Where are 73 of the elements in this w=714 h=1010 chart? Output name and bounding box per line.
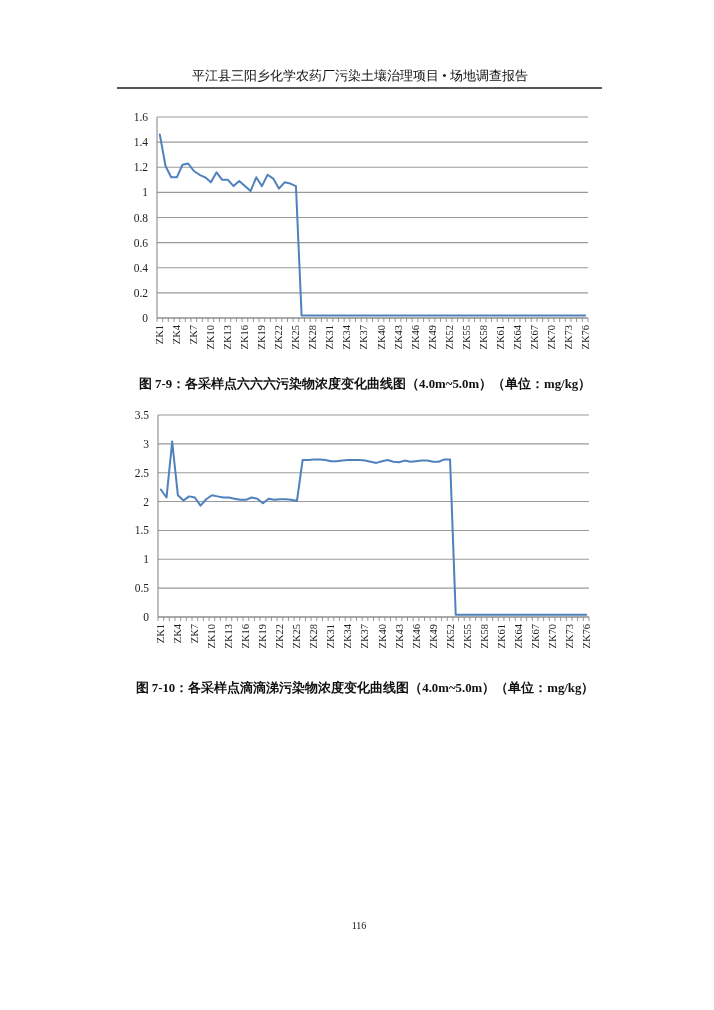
x-tick-label: ZK46	[409, 325, 421, 350]
x-tick-label: ZK55	[461, 624, 473, 649]
x-tick-label: ZK22	[274, 624, 286, 649]
x-tick-label: ZK13	[223, 624, 235, 649]
x-tick-label: ZK4	[171, 324, 183, 345]
y-tick-label: 1.6	[133, 111, 149, 123]
x-tick-label: ZK55	[460, 325, 472, 350]
x-tick-label: ZK16	[239, 325, 251, 350]
x-tick-label: ZK22	[273, 325, 285, 350]
y-tick-label: 1.4	[133, 136, 149, 149]
x-tick-label: ZK70	[545, 325, 557, 350]
y-tick-label: 1.2	[133, 161, 149, 174]
x-tick-label: ZK4	[172, 623, 184, 644]
x-tick-label: ZK13	[222, 325, 234, 350]
y-tick-label: 0	[143, 611, 150, 623]
x-tick-label: ZK52	[444, 624, 456, 649]
y-tick-label: 0.5	[134, 582, 150, 595]
x-tick-label: ZK25	[291, 624, 303, 649]
x-tick-label: ZK1	[154, 325, 166, 345]
x-tick-label: ZK31	[324, 325, 336, 350]
y-tick-label: 0.8	[133, 211, 149, 224]
x-tick-label: ZK64	[511, 324, 523, 350]
x-tick-label: ZK76	[580, 624, 592, 649]
x-tick-label: ZK46	[410, 624, 422, 649]
x-tick-label: ZK37	[358, 325, 370, 350]
x-tick-label: ZK70	[546, 624, 558, 649]
text: 平江县三阳乡化学农药厂污染土壤治理项目 • 场地调查报告	[192, 69, 528, 83]
x-tick-label: ZK16	[240, 624, 252, 649]
x-tick-label: ZK10	[206, 624, 218, 649]
x-tick-label: ZK67	[528, 325, 540, 350]
x-tick-label: ZK67	[529, 624, 541, 649]
y-tick-label: 3.5	[134, 409, 150, 421]
x-tick-label: ZK49	[426, 325, 438, 350]
y-tick-label: 1	[142, 186, 149, 199]
text: 图 7-10：各采样点滴滴涕污染物浓度变化曲线图（4.0m~5.0m）（单位：mg/kg）	[135, 680, 595, 695]
y-tick-label: 3	[143, 437, 150, 450]
x-tick-label: ZK10	[205, 325, 217, 350]
x-tick-label: ZK40	[376, 624, 388, 649]
y-tick-label: 0.2	[133, 286, 149, 299]
x-tick-label: ZK64	[512, 623, 524, 649]
x-tick-label: ZK34	[341, 324, 353, 350]
x-tick-label: ZK25	[290, 325, 302, 350]
y-tick-label: 2.5	[134, 466, 150, 479]
text: 116	[351, 920, 367, 931]
y-tick-label: 0.4	[133, 261, 149, 274]
y-tick-label: 0.6	[133, 236, 149, 249]
x-tick-label: ZK58	[477, 325, 489, 350]
x-tick-label: ZK28	[307, 325, 319, 350]
x-tick-label: ZK19	[257, 624, 269, 649]
x-tick-label: ZK34	[342, 623, 354, 649]
x-tick-label: ZK73	[563, 624, 575, 649]
y-tick-label: 0	[142, 312, 149, 324]
x-tick-label: ZK76	[579, 325, 591, 350]
y-tick-label: 2	[143, 495, 150, 508]
x-tick-label: ZK43	[393, 624, 405, 649]
x-tick-label: ZK73	[562, 325, 574, 350]
x-tick-label: ZK31	[325, 624, 337, 649]
x-tick-label: ZK7	[188, 325, 200, 345]
x-tick-label: ZK1	[155, 624, 167, 644]
x-tick-label: ZK61	[495, 624, 507, 649]
x-tick-label: ZK43	[392, 325, 404, 350]
x-tick-label: ZK7	[189, 624, 201, 644]
y-tick-label: 1.5	[134, 524, 150, 537]
x-tick-label: ZK52	[443, 325, 455, 350]
y-tick-label: 1	[143, 553, 150, 566]
x-tick-label: ZK40	[375, 325, 387, 350]
x-tick-label: ZK19	[256, 325, 268, 350]
text: 图 7-9：各采样点六六六污染物浓度变化曲线图（4.0m~5.0m）（单位：mg/kg）	[138, 376, 592, 391]
x-tick-label: ZK28	[308, 624, 320, 649]
x-tick-label: ZK37	[359, 624, 371, 649]
x-tick-label: ZK61	[494, 325, 506, 350]
x-tick-label: ZK49	[427, 624, 439, 649]
x-tick-label: ZK58	[478, 624, 490, 649]
